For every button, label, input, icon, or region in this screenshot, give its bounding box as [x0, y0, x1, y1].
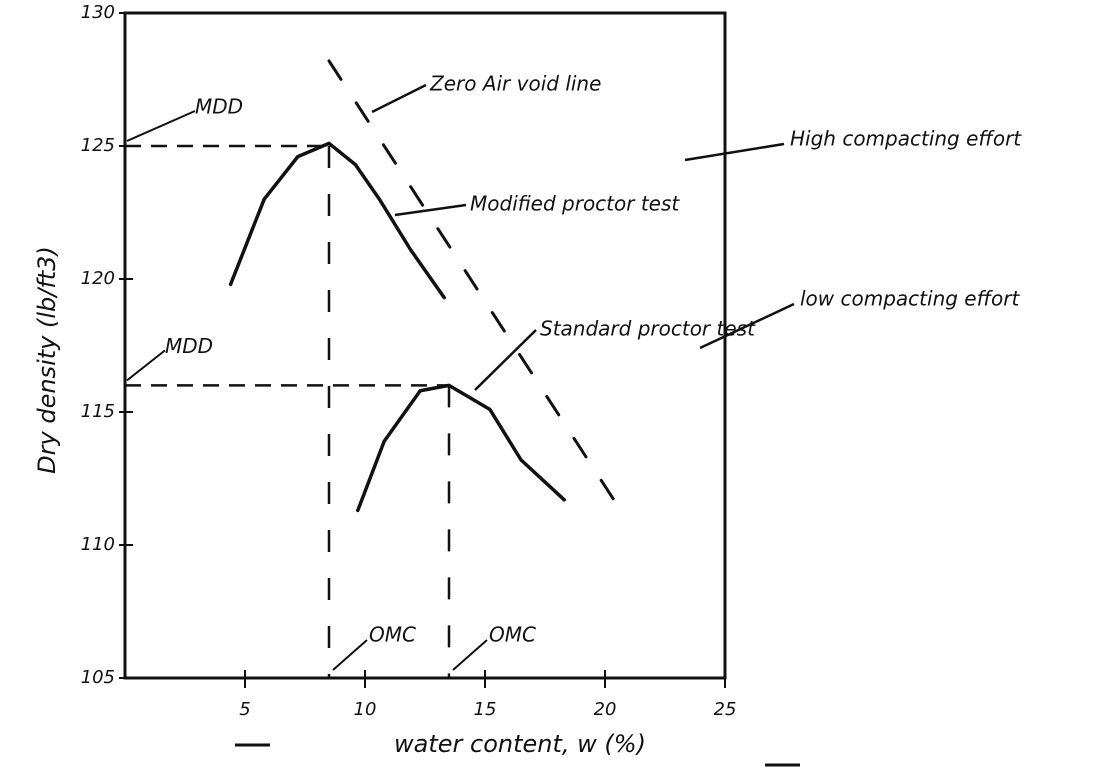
annotation: low compacting effort: [800, 287, 1020, 311]
omc-label: OMC: [369, 623, 416, 647]
pointer: [685, 144, 784, 160]
y-tick-label: 105: [81, 667, 115, 688]
y-axis-label: Dry density (lb/ft3): [33, 246, 61, 474]
compaction-curve: [358, 385, 564, 510]
curve-label: Modified proctor test: [470, 192, 680, 216]
x-tick-label: 20: [594, 699, 617, 720]
y-tick-label: 130: [81, 2, 115, 23]
zero-air-void-line: [329, 61, 624, 516]
x-tick-label: 15: [474, 699, 497, 720]
x-tick-label: 5: [239, 699, 250, 720]
x-tick-label: 10: [354, 699, 377, 720]
y-tick-label: 110: [81, 534, 115, 555]
pointer: [333, 640, 367, 670]
compaction-curve: [231, 143, 445, 297]
chart: Dry density (lb/ft3) water content, w (%…: [0, 0, 1094, 780]
x-tick-label: 25: [714, 699, 737, 720]
pointer: [372, 85, 426, 112]
annotation: High compacting effort: [790, 127, 1022, 151]
y-tick-label: 115: [81, 401, 115, 422]
curve-label: Zero Air void line: [429, 72, 601, 96]
mdd-label: MDD: [195, 95, 243, 119]
x-axis-label: water content, w (%): [394, 730, 646, 758]
pointer: [475, 330, 536, 390]
pointer: [395, 205, 466, 215]
pointer: [127, 350, 165, 380]
y-tick-label: 125: [81, 135, 115, 156]
omc-label: OMC: [489, 623, 536, 647]
y-tick-label: 120: [81, 268, 115, 289]
pointer: [127, 111, 195, 141]
mdd-label: MDD: [165, 334, 213, 358]
pointer: [453, 640, 487, 670]
